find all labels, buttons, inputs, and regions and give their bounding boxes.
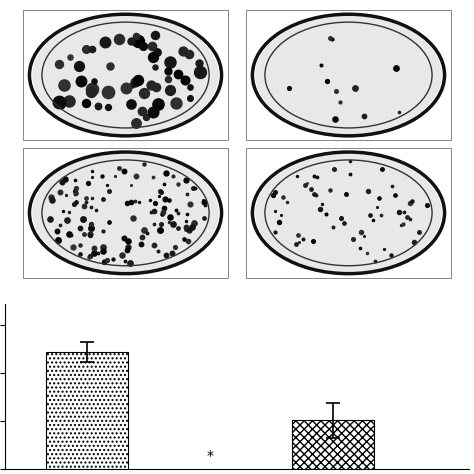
Ellipse shape [32, 154, 219, 272]
Ellipse shape [32, 16, 219, 134]
Bar [46, 352, 128, 469]
Bar [246, 10, 451, 140]
Text: *: * [206, 449, 213, 464]
Ellipse shape [255, 16, 442, 134]
Bar [23, 10, 228, 140]
Bar [292, 420, 374, 469]
Bar [23, 148, 228, 278]
Bar [246, 148, 451, 278]
Ellipse shape [255, 154, 442, 272]
